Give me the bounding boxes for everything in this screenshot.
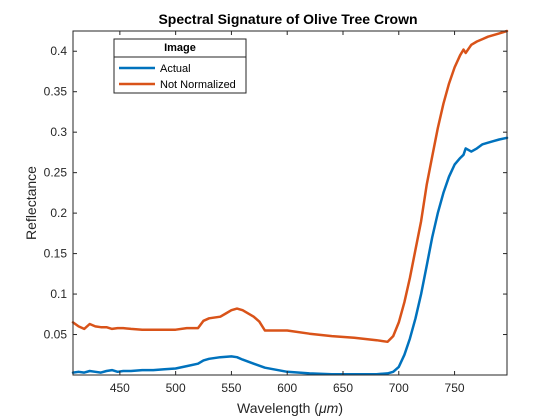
legend-label-actual: Actual: [160, 63, 191, 75]
legend: Image Actual Not Normalized: [114, 39, 246, 93]
x-tick-label: 650: [333, 381, 353, 395]
x-tick-label: 450: [110, 381, 130, 395]
chart-title: Spectral Signature of Olive Tree Crown: [158, 11, 417, 27]
x-axis-label-unit: μm: [318, 400, 339, 416]
x-axis-label: Wavelength (μm): [237, 400, 343, 416]
x-tick-label: 750: [445, 381, 465, 395]
x-axis-label-main: Wavelength (: [237, 400, 319, 416]
x-tick-label: 600: [277, 381, 297, 395]
y-axis-label: Reflectance: [23, 166, 39, 240]
series-line-actual: [73, 138, 507, 374]
y-tick-label: 0.2: [50, 206, 67, 220]
y-axis-ticks: 0.05 0.1 0.15 0.2 0.25 0.3 0.35 0.4: [44, 44, 507, 341]
y-tick-label: 0.05: [44, 328, 68, 342]
y-tick-label: 0.3: [50, 125, 67, 139]
x-tick-label: 550: [221, 381, 241, 395]
x-axis-label-close: ): [338, 400, 343, 416]
y-tick-label: 0.15: [44, 247, 68, 261]
legend-label-not-normalized: Not Normalized: [160, 79, 236, 91]
y-tick-label: 0.4: [50, 44, 67, 58]
y-tick-label: 0.35: [44, 85, 68, 99]
y-tick-label: 0.25: [44, 166, 68, 180]
legend-title: Image: [164, 42, 196, 54]
x-tick-label: 700: [389, 381, 409, 395]
x-tick-label: 500: [166, 381, 186, 395]
y-tick-label: 0.1: [50, 287, 67, 301]
